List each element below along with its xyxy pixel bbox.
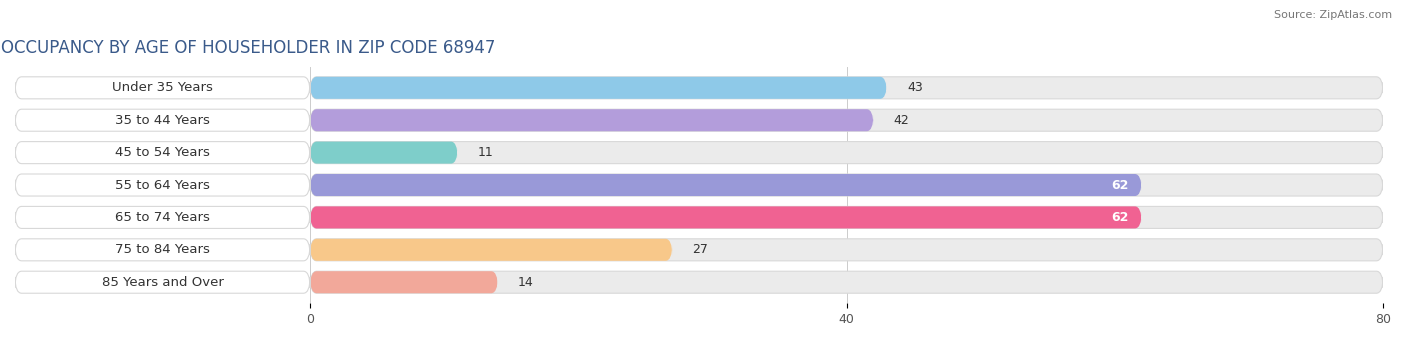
FancyBboxPatch shape — [15, 109, 311, 131]
Text: 55 to 64 Years: 55 to 64 Years — [115, 179, 209, 192]
FancyBboxPatch shape — [311, 174, 1384, 196]
FancyBboxPatch shape — [311, 109, 873, 131]
Text: 65 to 74 Years: 65 to 74 Years — [115, 211, 209, 224]
Text: Source: ZipAtlas.com: Source: ZipAtlas.com — [1274, 10, 1392, 20]
Text: 62: 62 — [1111, 179, 1128, 192]
Text: 42: 42 — [893, 114, 910, 127]
FancyBboxPatch shape — [15, 142, 311, 164]
FancyBboxPatch shape — [15, 271, 311, 293]
FancyBboxPatch shape — [15, 77, 311, 99]
Text: 62: 62 — [1111, 211, 1128, 224]
FancyBboxPatch shape — [311, 109, 1384, 131]
FancyBboxPatch shape — [311, 142, 457, 164]
Text: 11: 11 — [478, 146, 494, 159]
FancyBboxPatch shape — [311, 77, 887, 99]
FancyBboxPatch shape — [311, 271, 1384, 293]
FancyBboxPatch shape — [311, 206, 1384, 228]
FancyBboxPatch shape — [15, 239, 311, 261]
Text: Under 35 Years: Under 35 Years — [112, 81, 212, 94]
Text: 27: 27 — [692, 243, 709, 256]
Text: 45 to 54 Years: 45 to 54 Years — [115, 146, 209, 159]
Text: 85 Years and Over: 85 Years and Over — [101, 276, 224, 289]
FancyBboxPatch shape — [311, 77, 1384, 99]
FancyBboxPatch shape — [311, 174, 1142, 196]
FancyBboxPatch shape — [311, 239, 1384, 261]
FancyBboxPatch shape — [311, 239, 672, 261]
FancyBboxPatch shape — [15, 206, 311, 228]
Text: 14: 14 — [517, 276, 534, 289]
FancyBboxPatch shape — [311, 206, 1142, 228]
FancyBboxPatch shape — [311, 142, 1384, 164]
Text: 43: 43 — [907, 81, 922, 94]
FancyBboxPatch shape — [311, 271, 498, 293]
Text: 35 to 44 Years: 35 to 44 Years — [115, 114, 209, 127]
FancyBboxPatch shape — [15, 174, 311, 196]
Text: 75 to 84 Years: 75 to 84 Years — [115, 243, 209, 256]
Text: OCCUPANCY BY AGE OF HOUSEHOLDER IN ZIP CODE 68947: OCCUPANCY BY AGE OF HOUSEHOLDER IN ZIP C… — [1, 39, 496, 57]
